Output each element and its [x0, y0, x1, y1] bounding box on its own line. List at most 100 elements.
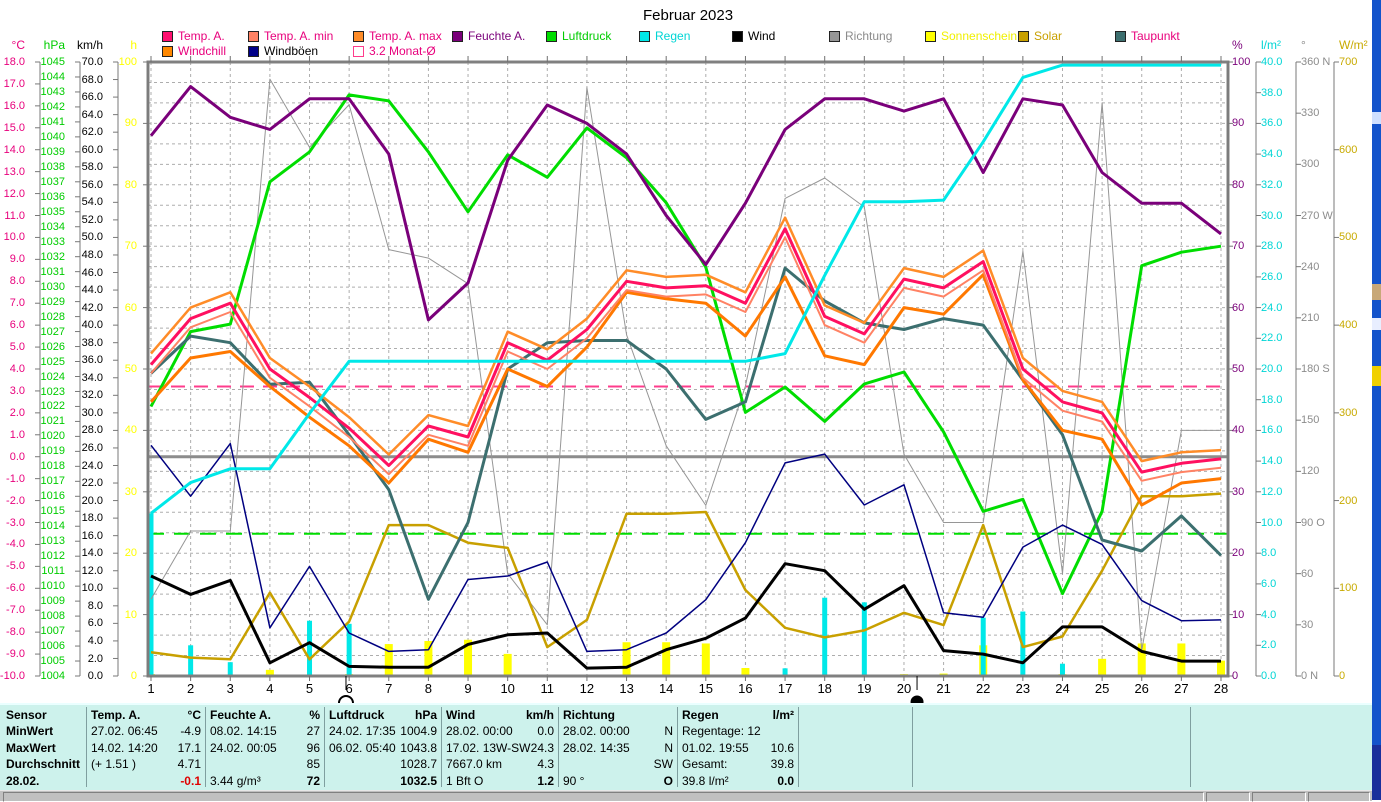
legend-item-Temp. A. min[interactable]: Temp. A. min	[248, 30, 333, 42]
y-axis-tick-label: 1022	[40, 400, 65, 413]
y-axis-tick-label: 14.0	[81, 547, 103, 560]
y-axis-tick-label: -1.0	[6, 472, 25, 485]
y-axis-tick-label: 1027	[40, 325, 65, 338]
y-axis-tick-label: 1.0	[9, 428, 25, 441]
legend-item-Solar[interactable]: Solar	[1018, 30, 1062, 42]
legend-item-Wind[interactable]: Wind	[732, 30, 775, 42]
table-column-header: Wind	[446, 708, 476, 722]
x-axis-day-label: 18	[817, 681, 832, 696]
x-axis-day-label: 7	[385, 681, 393, 696]
x-axis-day-label: 3	[226, 681, 234, 696]
legend-item-Feuchte A.[interactable]: Feuchte A.	[452, 30, 525, 42]
legend-item-Regen[interactable]: Regen	[639, 30, 690, 42]
y-axis-tick-label: 200	[1339, 494, 1358, 507]
y-axis-tick-label: 1008	[40, 610, 65, 623]
desktop-icon-fragment[interactable]	[1372, 745, 1381, 800]
table-column-Wind: Wind km/h 28.02. 00:00 0.0 17.02. 13W-SW 24.3…	[446, 707, 554, 790]
y-axis-tick-label: 330	[1301, 107, 1320, 120]
legend-item-Taupunkt[interactable]: Taupunkt	[1115, 30, 1180, 42]
x-axis-day-label: 5	[305, 681, 314, 696]
y-axis-tick-label: 60.0	[81, 143, 103, 156]
y-axis-tick-label: 18.0	[3, 56, 25, 68]
x-axis-day-label: 2	[186, 681, 195, 696]
y-axis-tick-label: 1015	[40, 505, 65, 518]
y-axis-tick-label: 90	[1232, 117, 1245, 130]
table-row-label: MaxWert	[6, 740, 56, 755]
table-column-unit: %	[309, 708, 320, 722]
x-axis-day-label: 11	[540, 681, 555, 696]
y-axis-tick-label: 14.0	[3, 143, 25, 156]
legend-item-Temp. A. max[interactable]: Temp. A. max	[353, 30, 442, 42]
y-axis-tick-label: 44.0	[81, 284, 103, 297]
y-axis-tick-label: 38.0	[81, 336, 103, 349]
legend-item-Sonnenschein[interactable]: Sonnenschein	[925, 30, 1017, 42]
y-axis-tick-label: 1030	[40, 280, 65, 293]
table-separator	[558, 707, 559, 787]
x-axis-day-label: 14	[658, 681, 674, 696]
y-axis-tick-label: 400	[1339, 319, 1358, 332]
y-axis-tick-label: 17.0	[3, 77, 25, 90]
y-axis-tick-label: 100	[1339, 582, 1358, 595]
table-cell-value: 27	[306, 724, 320, 739]
table-separator	[86, 707, 87, 787]
y-axis-tick-label: 28.0	[1261, 240, 1283, 253]
y-axis-tick-label: 36.0	[81, 354, 103, 367]
table-row-label: Sensor	[6, 708, 47, 722]
y-axis-tick-label: 14.0	[1261, 455, 1283, 468]
legend-label: Windböen	[264, 44, 319, 58]
table-cell-value: 1.2	[537, 773, 554, 788]
table-column-header: Temp. A.	[91, 708, 141, 722]
y-axis-tick-label: 10.0	[81, 582, 103, 595]
y-axis-tick-label: 1024	[40, 370, 65, 383]
legend-swatch-icon	[546, 30, 557, 42]
status-panel	[1308, 792, 1370, 802]
y-axis-tick-label: 70.0	[81, 56, 103, 68]
y-axis-tick-label: 1005	[40, 655, 65, 667]
desktop-icon-fragment[interactable]	[1372, 318, 1381, 330]
y-axis-tick-label: 24.0	[1261, 301, 1283, 314]
y-axis-tick-label: 2.0	[87, 652, 103, 665]
desktop-background-strip[interactable]	[1372, 0, 1381, 800]
legend-item-Windböen[interactable]: Windböen	[248, 45, 318, 57]
y-axis-tick-label: 13.0	[3, 165, 25, 178]
desktop-icon-fragment[interactable]	[1372, 284, 1381, 300]
desktop-icon-fragment[interactable]	[1372, 112, 1381, 124]
legend-swatch-icon	[639, 30, 650, 42]
y-axis-tick-label: 0	[130, 670, 137, 682]
desktop-icon-fragment[interactable]	[1372, 366, 1381, 386]
legend-item-Temp. A.[interactable]: Temp. A.	[162, 30, 225, 42]
legend-label: Luftdruck	[562, 29, 612, 43]
y-axis-tick-label: 42.0	[81, 301, 103, 314]
legend-label: Feuchte A.	[468, 29, 526, 43]
legend-item-3.2 Monat-Ø[interactable]: 3.2 Monat-Ø	[353, 45, 436, 57]
table-row-label: MinWert	[6, 724, 54, 739]
y-axis-tick-label: 1045	[40, 56, 65, 68]
table-cell-value: N	[664, 724, 673, 739]
legend-item-Windchill[interactable]: Windchill	[162, 45, 226, 57]
y-axis-tick-label: 34.0	[1261, 148, 1283, 161]
legend-item-Luftdruck[interactable]: Luftdruck	[546, 30, 611, 42]
table-column-unit: l/m²	[772, 708, 794, 722]
y-axis-tick-label: 50	[124, 363, 137, 375]
legend-swatch-icon	[829, 30, 840, 42]
legend-item-Richtung[interactable]: Richtung	[829, 30, 892, 42]
table-cell: 90 °	[563, 773, 585, 788]
x-axis-day-label: 1	[147, 681, 155, 696]
y-axis-unit-%: %	[1232, 38, 1243, 52]
y-axis-tick-label: 20	[1232, 547, 1245, 560]
y-axis-tick-label: 8.0	[87, 599, 103, 612]
y-axis-tick-label: 4.0	[9, 363, 25, 375]
status-bar	[0, 790, 1372, 802]
y-axis-tick-label: 700	[1339, 56, 1358, 68]
x-axis-day-label: 9	[464, 681, 472, 696]
table-cell: 28.02. 00:00	[446, 724, 513, 739]
y-axis-tick-label: -9.0	[6, 648, 25, 661]
table-cell-value: 4.71	[177, 757, 201, 772]
table-separator	[912, 707, 913, 787]
x-axis-day-label: 24	[1055, 681, 1070, 696]
y-axis-tick-label: 1014	[40, 520, 65, 533]
y-axis-tick-label: 26.0	[81, 441, 103, 454]
y-axis-unit-km/h: km/h	[76, 38, 103, 52]
table-column-header: Regen	[682, 708, 719, 722]
